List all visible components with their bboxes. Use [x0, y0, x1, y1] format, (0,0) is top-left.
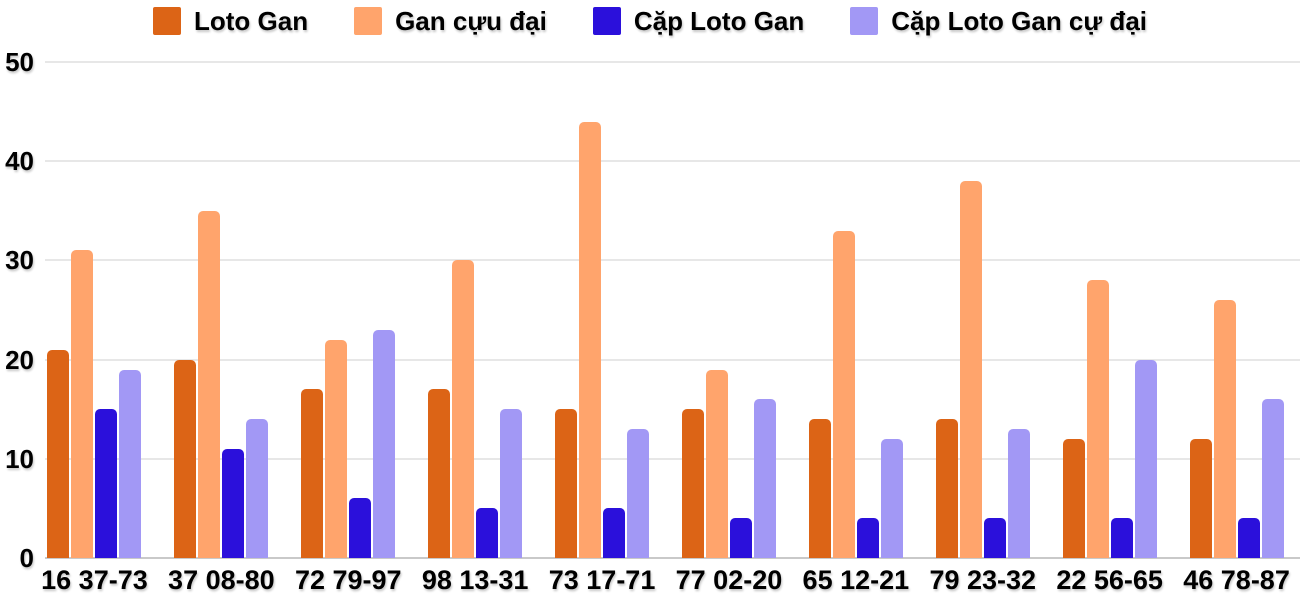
bar-group-46-78-87	[1189, 62, 1284, 558]
bar-loto-gan-9	[1189, 439, 1212, 558]
legend-item-1[interactable]: Gan cựu đại	[354, 5, 547, 37]
bar-gan-cựu-đại-8	[1086, 280, 1109, 558]
bar-gan-cựu-đại-7	[959, 181, 982, 558]
bar-loto-gan-8	[1062, 439, 1085, 558]
bar-cặp-loto-gan-2	[349, 498, 372, 558]
x-axis-category-label: 72 79-97	[294, 565, 402, 595]
x-axis-category-label: 37 08-80	[168, 565, 275, 595]
bar-loto-gan-0	[47, 350, 70, 558]
bar-loto-gan-3	[428, 389, 451, 558]
bar-cặp-loto-gan-cự-đại-4	[627, 429, 650, 558]
bar-loto-gan-2	[301, 389, 324, 558]
legend-label: Loto Gan	[193, 6, 309, 36]
legend-swatch-icon	[152, 7, 181, 35]
x-axis-category-label: 65 12-21	[802, 565, 910, 595]
legend-label: Gan cựu đại	[395, 6, 547, 36]
legend-swatch-icon	[354, 7, 383, 35]
y-axis-tick-label: 0	[19, 543, 34, 573]
gridline-y-10	[45, 457, 1300, 460]
y-axis-tick-label: 50	[5, 47, 34, 77]
bar-cặp-loto-gan-7	[983, 518, 1006, 558]
x-axis-category-label: 16 37-73	[41, 565, 148, 595]
bar-cặp-loto-gan-cự-đại-3	[500, 409, 523, 558]
y-axis-tick-label: 20	[5, 344, 34, 375]
gridline-y-0	[45, 557, 1300, 559]
bar-cặp-loto-gan-cự-đại-7	[1007, 429, 1030, 558]
gridline-y-50	[45, 61, 1300, 63]
bar-loto-gan-1	[174, 360, 197, 558]
y-axis-tick-label: 10	[5, 443, 34, 474]
bar-group-72-79-97	[301, 62, 396, 558]
bar-group-79-23-32	[935, 62, 1030, 558]
legend-label: Cặp Loto Gan	[633, 6, 805, 36]
bar-gan-cựu-đại-0	[71, 250, 94, 558]
bar-cặp-loto-gan-3	[476, 508, 499, 558]
bar-gan-cựu-đại-2	[325, 340, 348, 558]
bar-loto-gan-6	[808, 419, 831, 558]
bar-cặp-loto-gan-cự-đại-2	[373, 330, 396, 558]
x-axis-category-label: 98 13-31	[421, 565, 529, 595]
bar-cặp-loto-gan-8	[1110, 518, 1133, 558]
bar-gan-cựu-đại-3	[452, 260, 475, 558]
bar-group-73-17-71	[555, 62, 650, 558]
bar-gan-cựu-đại-9	[1213, 300, 1236, 558]
x-axis-category-label: 77 02-20	[675, 565, 783, 595]
bar-group-65-12-21	[808, 62, 903, 558]
bar-cặp-loto-gan-cự-đại-8	[1134, 360, 1157, 558]
bar-gan-cựu-đại-1	[198, 211, 221, 558]
bar-group-98-13-31	[428, 62, 523, 558]
x-axis-category-label: 46 78-87	[1183, 565, 1290, 595]
gridline-y-40	[45, 160, 1300, 163]
bar-gan-cựu-đại-5	[705, 370, 728, 558]
y-axis-tick-label: 30	[5, 245, 34, 276]
x-axis-category-label: 22 56-65	[1056, 565, 1163, 595]
bar-cặp-loto-gan-4	[603, 508, 626, 558]
bar-group-16-37-73	[47, 62, 142, 558]
bar-cặp-loto-gan-cự-đại-0	[119, 370, 142, 558]
x-axis-category-label: 79 23-32	[929, 565, 1037, 595]
bar-gan-cựu-đại-6	[832, 231, 855, 558]
gridline-y-30	[45, 259, 1300, 262]
bar-cặp-loto-gan-cự-đại-6	[880, 439, 903, 558]
bar-cặp-loto-gan-cự-đại-1	[246, 419, 269, 558]
legend-item-0[interactable]: Loto Gan	[152, 5, 309, 37]
legend-swatch-icon	[592, 7, 621, 35]
bar-cặp-loto-gan-cự-đại-5	[753, 399, 776, 558]
bar-cặp-loto-gan-9	[1237, 518, 1260, 558]
gridline-y-20	[45, 358, 1300, 361]
bar-cặp-loto-gan-1	[222, 449, 245, 558]
bar-loto-gan-4	[555, 409, 578, 558]
bar-loto-gan-7	[935, 419, 958, 558]
chart-legend: Loto Gan Gan cựu đại Cặp Loto Gan Cặp Loto …	[0, 5, 1300, 37]
bar-group-22-56-65	[1062, 62, 1157, 558]
bar-cặp-loto-gan-0	[95, 409, 118, 558]
legend-item-3[interactable]: Cặp Loto Gan cự đại	[850, 5, 1147, 37]
bar-gan-cựu-đại-4	[579, 122, 602, 558]
y-axis-tick-label: 40	[5, 146, 34, 177]
x-axis-category-label: 73 17-71	[548, 565, 656, 595]
legend-swatch-icon	[850, 7, 879, 35]
bar-cặp-loto-gan-cự-đại-9	[1261, 399, 1284, 558]
bar-cặp-loto-gan-5	[729, 518, 752, 558]
bar-group-77-02-20	[681, 62, 776, 558]
bar-cặp-loto-gan-6	[856, 518, 879, 558]
bar-loto-gan-5	[681, 409, 704, 558]
legend-item-2[interactable]: Cặp Loto Gan	[592, 5, 805, 37]
legend-label: Cặp Loto Gan cự đại	[891, 6, 1147, 36]
bar-group-37-08-80	[174, 62, 269, 558]
